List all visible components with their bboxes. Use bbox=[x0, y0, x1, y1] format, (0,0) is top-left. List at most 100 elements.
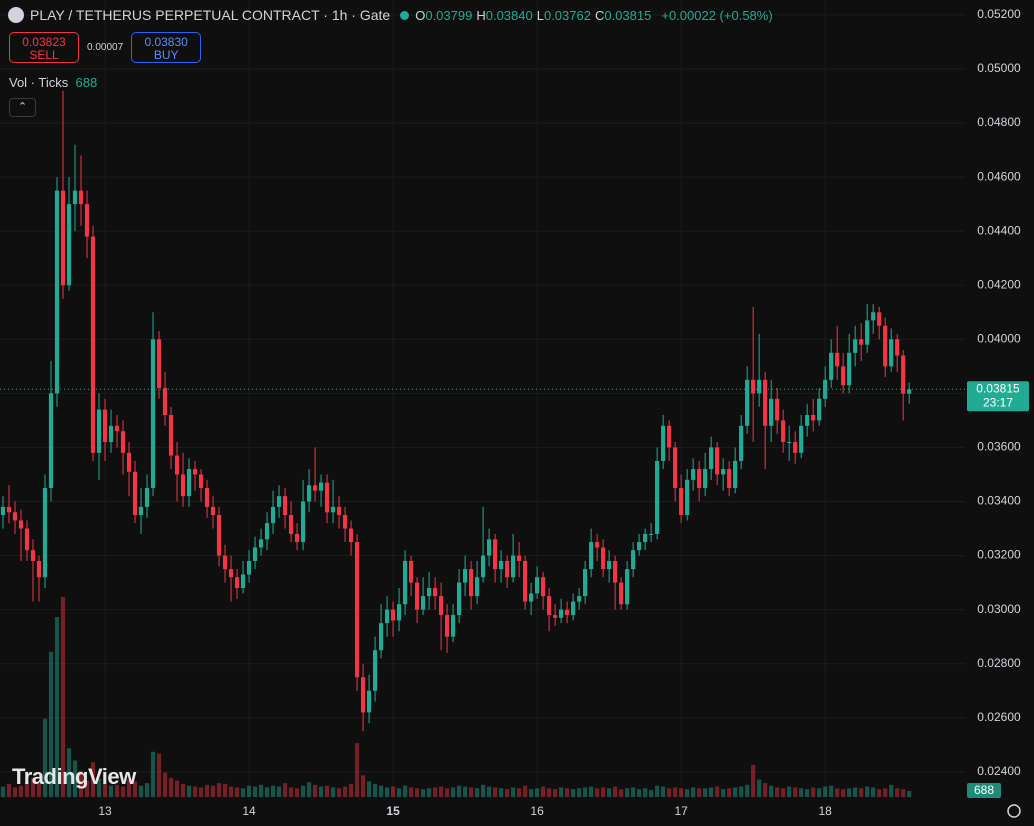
candle-body bbox=[414, 582, 420, 610]
volume-bar bbox=[667, 788, 672, 797]
volume-bar bbox=[78, 770, 84, 797]
candle-body bbox=[541, 577, 546, 597]
volume-bar bbox=[613, 786, 618, 797]
candle-body bbox=[793, 442, 798, 453]
candle-body bbox=[402, 560, 408, 605]
candle-body bbox=[156, 339, 162, 388]
candle-body bbox=[294, 533, 300, 543]
candle-body bbox=[841, 366, 846, 386]
volume-bar bbox=[336, 788, 342, 797]
candle-body bbox=[150, 339, 156, 488]
volume-bar bbox=[739, 786, 744, 797]
buy-price: 0.03830 bbox=[144, 35, 188, 49]
volume-bar bbox=[673, 787, 678, 797]
collapse-button[interactable]: ⌃ bbox=[9, 98, 36, 117]
volume-bar bbox=[150, 751, 156, 797]
candle-body bbox=[571, 601, 576, 616]
volume-bar bbox=[817, 788, 822, 797]
candle-body bbox=[697, 469, 702, 488]
volume-bar bbox=[396, 788, 402, 797]
candle-body bbox=[132, 471, 138, 516]
volume-bar bbox=[547, 788, 552, 797]
candle-body bbox=[853, 339, 858, 353]
candle-body bbox=[300, 501, 306, 543]
candle-body bbox=[120, 431, 126, 453]
volume-bar bbox=[402, 785, 408, 797]
candle-body bbox=[547, 596, 552, 616]
candle-body bbox=[174, 455, 180, 475]
volume-bar bbox=[559, 787, 564, 797]
volume-bar bbox=[787, 786, 792, 797]
volume-bar bbox=[102, 783, 108, 797]
volume-title: Vol · Ticks bbox=[9, 75, 69, 90]
volume-bar bbox=[426, 788, 432, 797]
candle-body bbox=[330, 506, 336, 513]
candle-body bbox=[204, 487, 210, 507]
candle-body bbox=[817, 398, 822, 421]
candle-body bbox=[48, 393, 54, 488]
x-tick-label: 16 bbox=[530, 804, 544, 818]
candle-body bbox=[673, 447, 678, 488]
candle-body bbox=[523, 560, 528, 602]
y-tick-label: 0.04800 bbox=[977, 115, 1021, 129]
volume-bar bbox=[661, 786, 666, 797]
candle-body bbox=[823, 379, 828, 399]
volume-bar bbox=[895, 788, 900, 797]
candle-body bbox=[859, 339, 864, 345]
volume-bar bbox=[108, 785, 114, 797]
candle-body bbox=[18, 520, 24, 529]
chart-title: PLAY / TETHERUS PERPETUAL CONTRACT · 1h … bbox=[30, 7, 391, 23]
candle-body bbox=[493, 539, 498, 570]
candle-body bbox=[12, 512, 18, 521]
sell-button[interactable]: 0.03823 SELL bbox=[9, 32, 79, 63]
candle-body bbox=[643, 533, 648, 543]
settings-icon[interactable] bbox=[1007, 804, 1021, 818]
volume-bar bbox=[6, 783, 12, 797]
volume-bar bbox=[30, 777, 36, 797]
volume-bar bbox=[523, 785, 528, 797]
candle-body bbox=[799, 425, 804, 453]
candle-body bbox=[871, 312, 876, 321]
candle-body bbox=[384, 609, 390, 624]
volume-bar bbox=[733, 787, 738, 797]
ohlc-legend: O0.03799 H0.03840 L0.03762 C0.03815 bbox=[415, 7, 655, 23]
watermark: TradingView bbox=[12, 764, 136, 790]
ohlc-value: 0.03762 bbox=[543, 8, 591, 23]
volume-bar bbox=[480, 784, 486, 797]
volume-bar bbox=[456, 785, 462, 797]
volume-bar bbox=[198, 787, 204, 797]
volume-bar bbox=[48, 651, 54, 797]
candle-body bbox=[619, 582, 624, 605]
volume-bar bbox=[294, 788, 300, 797]
candle-body bbox=[168, 414, 174, 456]
volume-bar bbox=[763, 783, 768, 797]
candle-body bbox=[456, 582, 462, 616]
volume-bar bbox=[769, 785, 774, 797]
candle-body bbox=[450, 615, 456, 637]
volume-bar bbox=[859, 788, 864, 797]
volume-bar bbox=[378, 785, 384, 797]
candle-body bbox=[318, 482, 324, 491]
candle-body bbox=[84, 204, 90, 237]
volume-bar bbox=[282, 783, 288, 797]
volume-bar bbox=[877, 789, 882, 797]
candle-body bbox=[679, 487, 684, 516]
spread: 0.00007 bbox=[87, 42, 124, 53]
volume-bar bbox=[835, 788, 840, 797]
candle-body bbox=[559, 609, 564, 618]
candle-body bbox=[757, 379, 762, 394]
volume-bar bbox=[120, 786, 126, 797]
candle-body bbox=[276, 496, 282, 507]
volume-bar bbox=[156, 753, 162, 797]
candle-body bbox=[811, 414, 816, 421]
volume-badge bbox=[967, 783, 1001, 798]
volume-bar bbox=[360, 775, 366, 797]
volume-bar bbox=[883, 788, 888, 797]
candle-body bbox=[234, 577, 240, 589]
candle-body bbox=[432, 588, 438, 597]
candle-body bbox=[601, 547, 606, 570]
volume-bar bbox=[420, 789, 426, 797]
buy-button[interactable]: 0.03830 BUY bbox=[131, 32, 202, 63]
volume-bar bbox=[96, 778, 102, 797]
candle-body bbox=[661, 425, 666, 461]
